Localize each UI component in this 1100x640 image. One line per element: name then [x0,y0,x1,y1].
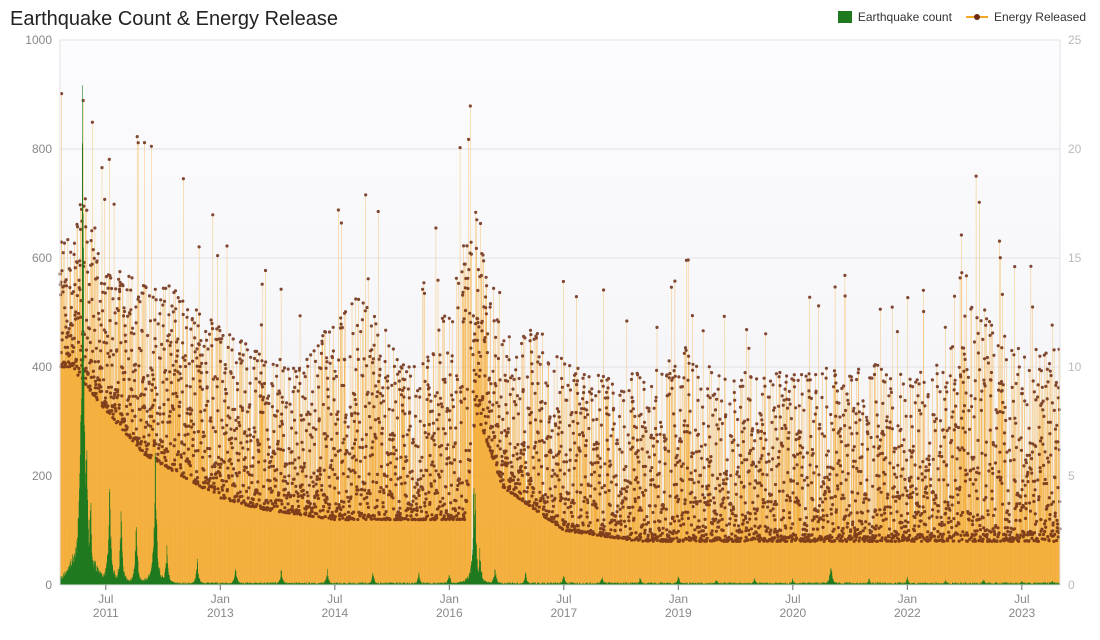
svg-text:Jul: Jul [785,592,800,606]
svg-text:20: 20 [1068,142,1082,156]
svg-text:0: 0 [1068,578,1075,592]
svg-text:Jul: Jul [327,592,342,606]
svg-text:Jan: Jan [898,592,917,606]
svg-text:2016: 2016 [436,606,463,620]
svg-text:800: 800 [32,142,52,156]
svg-text:Jul: Jul [556,592,571,606]
svg-text:25: 25 [1068,33,1082,47]
svg-text:Jul: Jul [98,592,113,606]
svg-text:2014: 2014 [321,606,348,620]
svg-text:2013: 2013 [207,606,234,620]
svg-text:2022: 2022 [894,606,921,620]
svg-text:2019: 2019 [665,606,692,620]
svg-text:2017: 2017 [550,606,577,620]
svg-text:Jul: Jul [1014,592,1029,606]
svg-text:2023: 2023 [1008,606,1035,620]
chart-container: Earthquake Count & Energy Release Earthq… [0,0,1100,640]
svg-text:Jan: Jan [440,592,459,606]
svg-text:1000: 1000 [25,33,52,47]
svg-text:5: 5 [1068,469,1075,483]
svg-text:Jan: Jan [669,592,688,606]
svg-text:400: 400 [32,360,52,374]
svg-text:2011: 2011 [93,606,119,620]
svg-text:2020: 2020 [779,606,806,620]
svg-text:10: 10 [1068,360,1082,374]
svg-text:15: 15 [1068,251,1082,265]
chart-plot[interactable]: 020040060080010000510152025Jul2011Jan201… [0,0,1100,640]
svg-text:0: 0 [45,578,52,592]
svg-text:600: 600 [32,251,52,265]
svg-text:200: 200 [32,469,52,483]
svg-text:Jan: Jan [211,592,230,606]
